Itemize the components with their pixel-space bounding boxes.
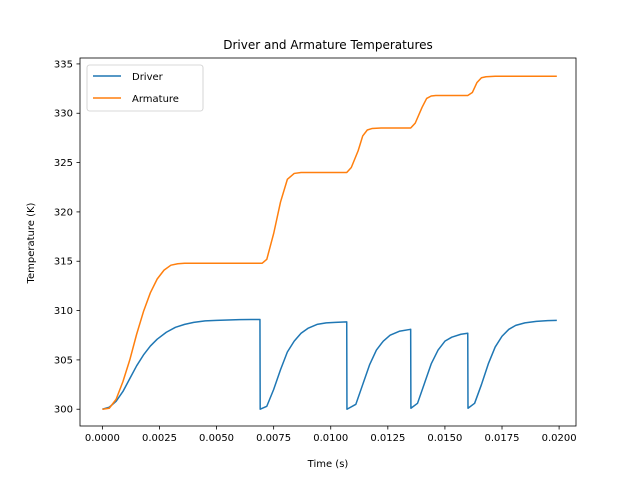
x-tick-label: 0.0125	[370, 433, 405, 444]
x-axis-label: Time (s)	[307, 459, 349, 470]
x-tick-label: 0.0200	[542, 433, 577, 444]
plot-area: 0.0000 0.0025 0.0050 0.0075 0.0100 0.0125 0.01…	[54, 57, 577, 444]
series-line-armature	[102, 75, 557, 410]
y-tick-label: 300	[54, 405, 73, 416]
y-tick-label: 330	[54, 109, 73, 120]
y-tick-label: 335	[54, 59, 73, 70]
y-tick-label: 315	[54, 257, 73, 268]
y-tick-label: 325	[54, 158, 73, 169]
x-tick-label: 0.0050	[199, 433, 234, 444]
x-tick-label: 0.0175	[485, 433, 520, 444]
y-tick-label: 320	[54, 207, 73, 218]
x-tick-label: 0.0100	[313, 433, 348, 444]
x-tick-label: 0.0150	[427, 433, 462, 444]
y-tick-label: 310	[54, 306, 73, 317]
y-axis-label: Temperature (K)	[26, 202, 37, 284]
series-line-driver	[102, 318, 557, 410]
axes-frame	[79, 57, 577, 427]
y-tick-label: 305	[54, 355, 73, 366]
x-tick-label: 0.0000	[85, 433, 120, 444]
x-tick-label: 0.0025	[142, 433, 177, 444]
chart-title: Driver and Armature Temperatures	[223, 38, 433, 52]
legend-label-armature: Armature	[132, 94, 179, 105]
legend: Driver Armature	[86, 64, 204, 112]
x-tick-label: 0.0075	[256, 433, 291, 444]
legend-label-driver: Driver	[132, 72, 164, 83]
